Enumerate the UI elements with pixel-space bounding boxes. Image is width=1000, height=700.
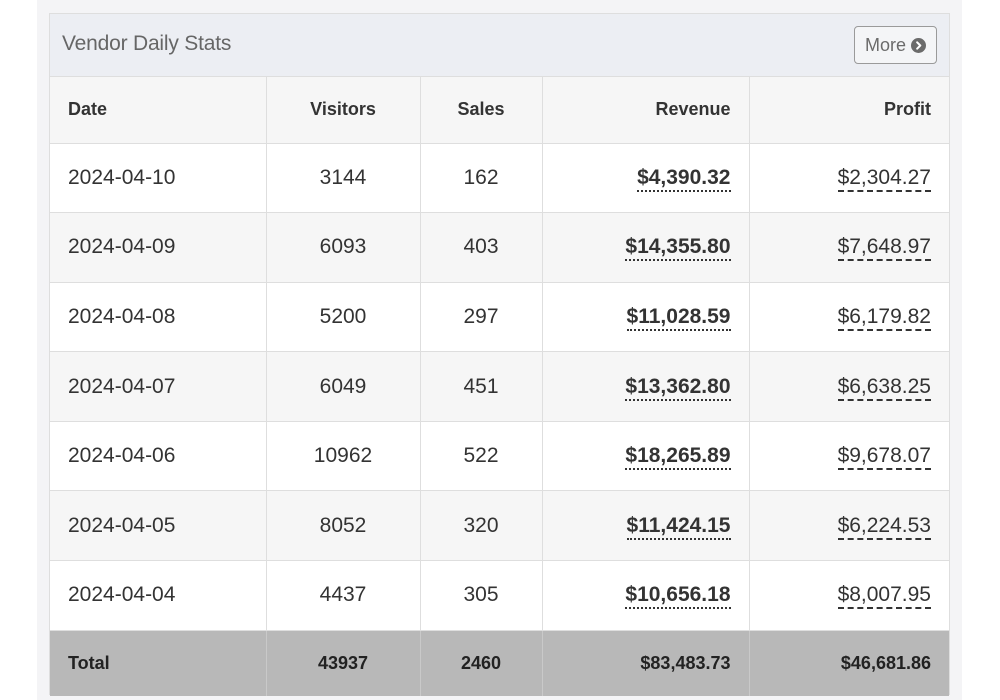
vendor-stats-panel: Vendor Daily Stats More Date Visitors Sa… — [49, 13, 950, 697]
profit-value[interactable]: $2,304.27 — [837, 165, 931, 192]
column-header-visitors[interactable]: Visitors — [266, 77, 421, 144]
table-row: 2024-04-05 8052 320 $11,424.15 $6,224.53 — [50, 490, 949, 562]
column-header-sales[interactable]: Sales — [420, 77, 543, 144]
more-button-label: More — [864, 34, 906, 55]
table-row: 2024-04-04 4437 305 $10,656.18 $8,007.95 — [50, 560, 949, 631]
cell-visitors: 4437 — [266, 560, 421, 631]
revenue-value[interactable]: $11,028.59 — [626, 304, 731, 331]
cell-sales: 522 — [420, 421, 543, 492]
cell-sales: 162 — [420, 143, 543, 214]
profit-value[interactable]: $8,007.95 — [837, 583, 931, 610]
revenue-value[interactable]: $14,355.80 — [625, 235, 731, 262]
total-visitors: 43937 — [266, 630, 421, 697]
profit-value[interactable]: $9,678.07 — [837, 444, 931, 471]
cell-sales: 320 — [420, 490, 543, 562]
cell-date: 2024-04-10 — [50, 143, 267, 214]
table-header-row: Date Visitors Sales Revenue Profit — [50, 77, 949, 144]
table-row: 2024-04-10 3144 162 $4,390.32 $2,304.27 — [50, 143, 949, 214]
cell-visitors: 6049 — [266, 351, 421, 422]
more-button[interactable]: More — [854, 26, 937, 64]
revenue-value[interactable]: $10,656.18 — [625, 583, 731, 610]
cell-profit: $7,648.97 — [749, 212, 949, 283]
total-profit: $46,681.86 — [749, 630, 949, 697]
cell-revenue: $14,355.80 — [542, 212, 750, 283]
revenue-value[interactable]: $18,265.89 — [625, 444, 731, 471]
revenue-value[interactable]: $4,390.32 — [637, 165, 731, 192]
revenue-value[interactable]: $11,424.15 — [626, 513, 731, 540]
chevron-circle-right-icon — [911, 37, 926, 53]
cell-profit: $9,678.07 — [749, 421, 949, 492]
cell-profit: $2,304.27 — [749, 143, 949, 214]
cell-date: 2024-04-07 — [50, 351, 267, 422]
cell-revenue: $18,265.89 — [542, 421, 750, 492]
total-revenue: $83,483.73 — [542, 630, 750, 697]
total-row: Total 43937 2460 $83,483.73 $46,681.86 — [50, 630, 949, 697]
total-sales: 2460 — [420, 630, 543, 697]
profit-value[interactable]: $6,224.53 — [837, 513, 931, 540]
revenue-value[interactable]: $13,362.80 — [625, 374, 731, 401]
panel-heading: Vendor Daily Stats More — [50, 14, 949, 77]
total-label: Total — [50, 630, 267, 697]
cell-sales: 451 — [420, 351, 543, 422]
cell-profit: $6,224.53 — [749, 490, 949, 562]
column-header-revenue[interactable]: Revenue — [542, 77, 750, 144]
table-row: 2024-04-07 6049 451 $13,362.80 $6,638.25 — [50, 351, 949, 422]
cell-date: 2024-04-09 — [50, 212, 267, 283]
cell-profit: $6,179.82 — [749, 282, 949, 353]
cell-date: 2024-04-06 — [50, 421, 267, 492]
profit-value[interactable]: $6,179.82 — [837, 304, 931, 331]
cell-sales: 403 — [420, 212, 543, 283]
cell-revenue: $4,390.32 — [542, 143, 750, 214]
profit-value[interactable]: $7,648.97 — [837, 235, 931, 262]
cell-sales: 297 — [420, 282, 543, 353]
cell-profit: $6,638.25 — [749, 351, 949, 422]
cell-revenue: $13,362.80 — [542, 351, 750, 422]
cell-profit: $8,007.95 — [749, 560, 949, 631]
cell-visitors: 5200 — [266, 282, 421, 353]
panel-title: Vendor Daily Stats — [62, 32, 232, 55]
stats-table: Date Visitors Sales Revenue Profit 2024-… — [50, 77, 949, 697]
table-row: 2024-04-09 6093 403 $14,355.80 $7,648.97 — [50, 212, 949, 283]
column-header-profit[interactable]: Profit — [749, 77, 949, 144]
cell-date: 2024-04-04 — [50, 560, 267, 631]
cell-date: 2024-04-05 — [50, 490, 267, 562]
table-row: 2024-04-06 10962 522 $18,265.89 $9,678.0… — [50, 421, 949, 492]
cell-revenue: $10,656.18 — [542, 560, 750, 631]
cell-visitors: 8052 — [266, 490, 421, 562]
profit-value[interactable]: $6,638.25 — [837, 374, 931, 401]
cell-date: 2024-04-08 — [50, 282, 267, 353]
cell-sales: 305 — [420, 560, 543, 631]
cell-revenue: $11,028.59 — [542, 282, 750, 353]
cell-visitors: 3144 — [266, 143, 421, 214]
column-header-date[interactable]: Date — [50, 77, 267, 144]
table-row: 2024-04-08 5200 297 $11,028.59 $6,179.82 — [50, 282, 949, 353]
cell-revenue: $11,424.15 — [542, 490, 750, 562]
cell-visitors: 6093 — [266, 212, 421, 283]
cell-visitors: 10962 — [266, 421, 421, 492]
